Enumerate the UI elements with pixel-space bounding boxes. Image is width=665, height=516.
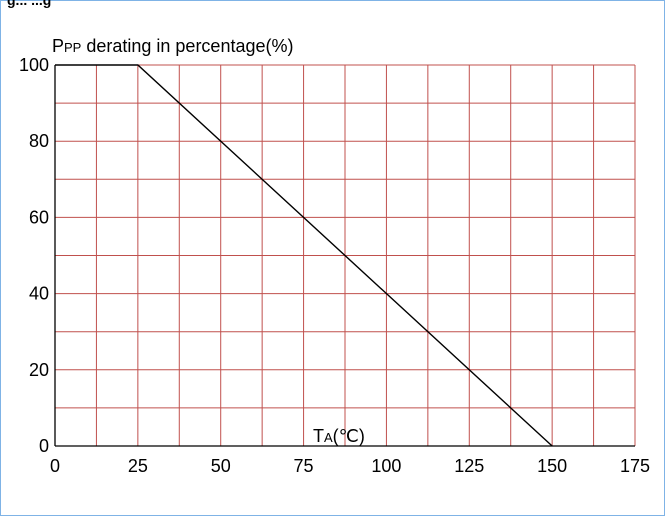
- x-tick-label: 75: [294, 456, 314, 476]
- clipped-header-text: g... ...g: [7, 0, 52, 8]
- x-axis-label-sub: A: [324, 430, 333, 445]
- y-tick-label: 60: [29, 207, 49, 227]
- y-axis-label-sub: PP: [64, 40, 81, 55]
- x-axis-label: TA(℃): [313, 426, 365, 446]
- y-tick-label: 100: [19, 55, 49, 75]
- y-tick-label: 40: [29, 284, 49, 304]
- axes: [54, 65, 635, 447]
- x-axis-label-main: T: [313, 426, 324, 446]
- y-axis-label: PPP derating in percentage(%): [52, 36, 293, 56]
- x-tick-label: 100: [371, 456, 401, 476]
- x-tick-label: 50: [211, 456, 231, 476]
- x-tick-label: 125: [454, 456, 484, 476]
- y-tick-label: 80: [29, 131, 49, 151]
- x-tick-label: 0: [50, 456, 60, 476]
- x-tick-label: 175: [620, 456, 650, 476]
- y-tick-label: 0: [39, 436, 49, 456]
- x-tick-label: 25: [128, 456, 148, 476]
- y-axis-label-rest: derating in percentage(%): [81, 36, 293, 56]
- x-axis-label-rest: (℃): [333, 426, 365, 446]
- x-tick-label: 150: [537, 456, 567, 476]
- series-line: [55, 64, 553, 447]
- y-axis-label-main: P: [52, 36, 64, 56]
- tick-labels: 0 25 50 75 100 125 150 175 0 20 40 60 80 100: [19, 55, 650, 476]
- series-group: [55, 64, 553, 447]
- y-tick-label: 20: [29, 360, 49, 380]
